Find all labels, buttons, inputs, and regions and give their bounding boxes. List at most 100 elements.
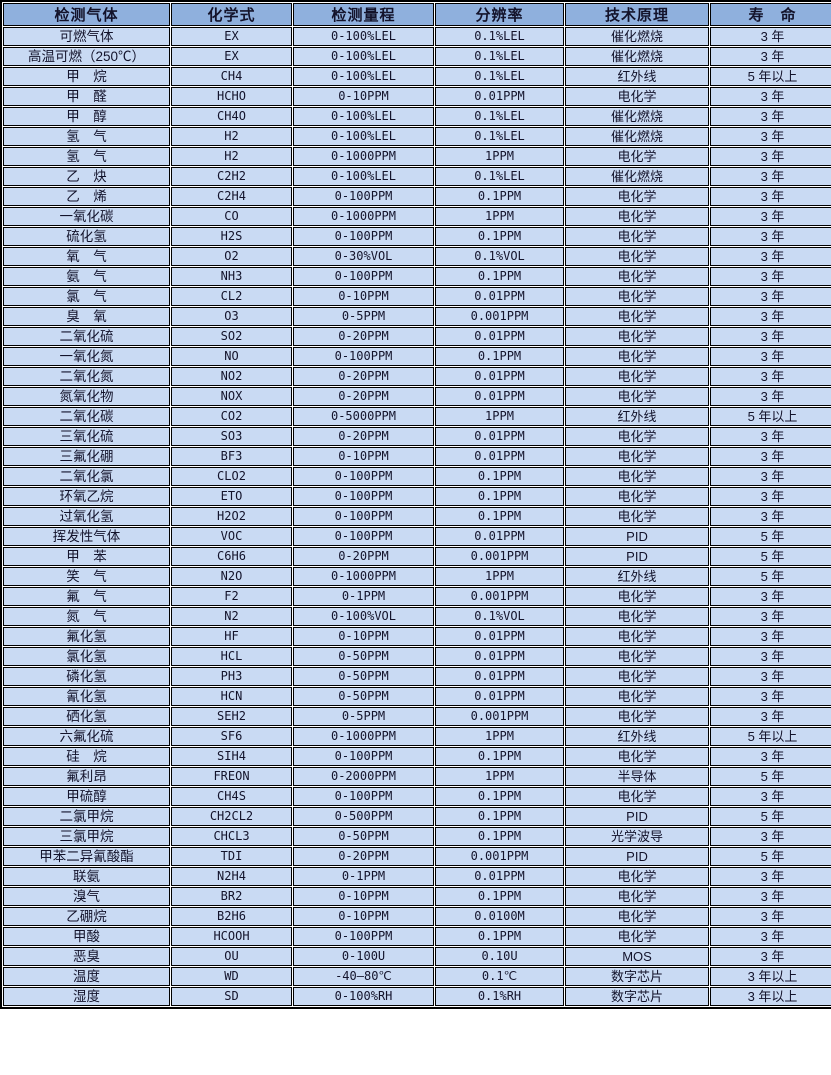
lifespan-cell: 3 年: [710, 867, 831, 886]
resolution-cell: 0.1PPM: [435, 227, 564, 246]
table-row: 高温可燃（250℃） EX 0-100%LEL 0.1%LEL 催化燃烧 3 年: [3, 47, 831, 66]
gas-spec-page: 检测气体 化学式 检测量程 分辨率 技术原理寿 命 可燃气体 EX 0-100%LEL 0.1…: [0, 0, 831, 1009]
principle-cell: 电化学: [565, 587, 709, 606]
chemical-formula-cell: HCL: [171, 647, 292, 666]
range-cell: -40—80℃: [293, 967, 434, 986]
range-cell: 0-10PPM: [293, 287, 434, 306]
range-cell: 0-100PPM: [293, 787, 434, 806]
principle-cell: 电化学: [565, 327, 709, 346]
table-row: 磷化氢 PH3 0-50PPM 0.01PPM 电化学 3 年: [3, 667, 831, 686]
principle-cell: 电化学: [565, 267, 709, 286]
resolution-cell: 0.1PPM: [435, 507, 564, 526]
chemical-formula-cell: O2: [171, 247, 292, 266]
column-header-6: 寿 命: [710, 3, 831, 26]
chemical-formula-cell: CH4O: [171, 107, 292, 126]
resolution-cell: 0.001PPM: [435, 847, 564, 866]
gas-name-cell: 环氧乙烷: [3, 487, 170, 506]
lifespan-cell: 3 年: [710, 87, 831, 106]
lifespan-cell: 3 年: [710, 127, 831, 146]
range-cell: 0-20PPM: [293, 847, 434, 866]
gas-name-cell: 二氧化碳: [3, 407, 170, 426]
principle-cell: 电化学: [565, 287, 709, 306]
gas-name-cell: 甲 苯: [3, 547, 170, 566]
table-row: 氧 气 O2 0-30%VOL 0.1%VOL 电化学 3 年: [3, 247, 831, 266]
chemical-formula-cell: SIH4: [171, 747, 292, 766]
lifespan-cell: 3 年: [710, 687, 831, 706]
chemical-formula-cell: VOC: [171, 527, 292, 546]
principle-cell: 电化学: [565, 907, 709, 926]
range-cell: 0-100PPM: [293, 507, 434, 526]
gas-name-cell: 氧 气: [3, 247, 170, 266]
lifespan-cell: 5 年以上: [710, 67, 831, 86]
range-cell: 0-100PPM: [293, 487, 434, 506]
range-cell: 0-50PPM: [293, 647, 434, 666]
header-row: 检测气体 化学式 检测量程 分辨率 技术原理寿 命: [3, 3, 831, 26]
table-row: 湿度 SD 0-100%RH 0.1%RH 数字芯片 3 年以上: [3, 987, 831, 1006]
range-cell: 0-10PPM: [293, 447, 434, 466]
lifespan-cell: 3 年: [710, 827, 831, 846]
lifespan-cell: 3 年: [710, 367, 831, 386]
principle-cell: 电化学: [565, 227, 709, 246]
resolution-cell: 0.10U: [435, 947, 564, 966]
range-cell: 0-20PPM: [293, 427, 434, 446]
resolution-cell: 0.01PPM: [435, 287, 564, 306]
gas-name-cell: 硒化氢: [3, 707, 170, 726]
gas-name-cell: 一氧化氮: [3, 347, 170, 366]
resolution-cell: 0.1PPM: [435, 927, 564, 946]
principle-cell: 电化学: [565, 927, 709, 946]
chemical-formula-cell: SO3: [171, 427, 292, 446]
resolution-cell: 0.01PPM: [435, 87, 564, 106]
range-cell: 0-5PPM: [293, 307, 434, 326]
table-row: 二氧化氯 CLO2 0-100PPM 0.1PPM 电化学 3 年: [3, 467, 831, 486]
chemical-formula-cell: CH4S: [171, 787, 292, 806]
resolution-cell: 1PPM: [435, 147, 564, 166]
gas-name-cell: 氟 气: [3, 587, 170, 606]
range-cell: 0-30%VOL: [293, 247, 434, 266]
principle-cell: 催化燃烧: [565, 167, 709, 186]
range-cell: 0-100U: [293, 947, 434, 966]
lifespan-cell: 3 年: [710, 667, 831, 686]
principle-cell: 催化燃烧: [565, 127, 709, 146]
range-cell: 0-50PPM: [293, 827, 434, 846]
table-row: 氨 气 NH3 0-100PPM 0.1PPM 电化学 3 年: [3, 267, 831, 286]
table-row: 三氯甲烷 CHCL3 0-50PPM 0.1PPM 光学波导 3 年: [3, 827, 831, 846]
resolution-cell: 0.01PPM: [435, 627, 564, 646]
table-row: 甲苯二异氰酸酯 TDI 0-20PPM 0.001PPM PID 5 年: [3, 847, 831, 866]
gas-name-cell: 氯化氢: [3, 647, 170, 666]
chemical-formula-cell: B2H6: [171, 907, 292, 926]
resolution-cell: 1PPM: [435, 727, 564, 746]
gas-name-cell: 甲 醛: [3, 87, 170, 106]
gas-name-cell: 硫化氢: [3, 227, 170, 246]
table-row: 甲 醇 CH4O 0-100%LEL 0.1%LEL 催化燃烧 3 年: [3, 107, 831, 126]
lifespan-cell: 3 年: [710, 327, 831, 346]
gas-name-cell: 挥发性气体: [3, 527, 170, 546]
table-row: 氮氧化物 NOX 0-20PPM 0.01PPM 电化学 3 年: [3, 387, 831, 406]
principle-cell: PID: [565, 807, 709, 826]
principle-cell: 红外线: [565, 67, 709, 86]
chemical-formula-cell: H2S: [171, 227, 292, 246]
table-row: 二氧化硫 SO2 0-20PPM 0.01PPM 电化学 3 年: [3, 327, 831, 346]
resolution-cell: 0.01PPM: [435, 687, 564, 706]
resolution-cell: 0.1PPM: [435, 187, 564, 206]
chemical-formula-cell: F2: [171, 587, 292, 606]
lifespan-cell: 3 年: [710, 747, 831, 766]
column-header-2: 化学式: [171, 3, 292, 26]
principle-cell: 电化学: [565, 447, 709, 466]
resolution-cell: 0.1%LEL: [435, 167, 564, 186]
table-row: 恶臭 OU 0-100U 0.10U MOS 3 年: [3, 947, 831, 966]
principle-cell: 红外线: [565, 727, 709, 746]
principle-cell: 电化学: [565, 607, 709, 626]
resolution-cell: 0.1PPM: [435, 267, 564, 286]
principle-cell: PID: [565, 527, 709, 546]
gas-name-cell: 联氨: [3, 867, 170, 886]
lifespan-cell: 3 年: [710, 307, 831, 326]
chemical-formula-cell: H2O2: [171, 507, 292, 526]
resolution-cell: 0.01PPM: [435, 867, 564, 886]
gas-name-cell: 可燃气体: [3, 27, 170, 46]
range-cell: 0-100%VOL: [293, 607, 434, 626]
resolution-cell: 0.01PPM: [435, 327, 564, 346]
lifespan-cell: 3 年: [710, 787, 831, 806]
resolution-cell: 0.001PPM: [435, 587, 564, 606]
resolution-cell: 0.01PPM: [435, 367, 564, 386]
table-row: 氰化氢 HCN 0-50PPM 0.01PPM 电化学 3 年: [3, 687, 831, 706]
